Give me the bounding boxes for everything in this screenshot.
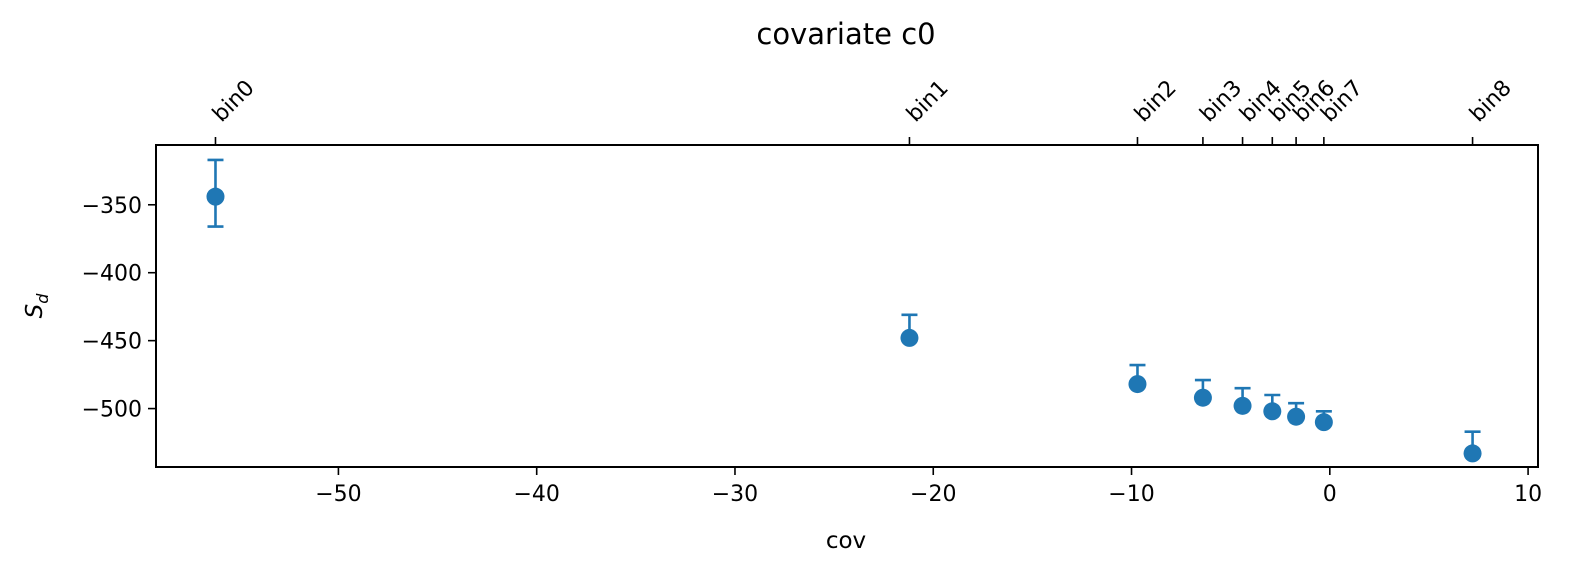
y-tick-label: −450 bbox=[82, 330, 142, 355]
data-point bbox=[1287, 407, 1306, 426]
data-point bbox=[206, 187, 225, 206]
data-point bbox=[1128, 375, 1147, 394]
data-layer bbox=[206, 158, 1482, 463]
top-tick-label: bin0 bbox=[208, 76, 260, 128]
tick-layer: −50 −40 −30 −20 −10 0 10 −350 −400 −450 −500 bin0 bi… bbox=[82, 76, 1543, 507]
x-tick-label: −30 bbox=[712, 482, 758, 507]
y-tick-label: −350 bbox=[82, 194, 142, 219]
y-axis-label-subscript: d bbox=[33, 293, 52, 304]
x-axis-label: cov bbox=[826, 528, 866, 554]
top-tick-label: bin1 bbox=[902, 76, 954, 128]
x-tick-label: −50 bbox=[315, 482, 361, 507]
top-tick-label: bin2 bbox=[1130, 76, 1182, 128]
x-tick-label: 0 bbox=[1323, 482, 1337, 507]
data-point bbox=[900, 328, 919, 347]
top-tick-label: bin8 bbox=[1465, 76, 1517, 128]
data-point bbox=[1263, 402, 1282, 421]
data-point bbox=[1193, 388, 1212, 407]
plot-frame bbox=[155, 144, 1539, 468]
x-tick-label: 10 bbox=[1514, 482, 1542, 507]
x-tick-label: −40 bbox=[513, 482, 559, 507]
y-axis-label-main: S bbox=[22, 304, 48, 319]
y-tick-label: −400 bbox=[82, 262, 142, 287]
data-point bbox=[1314, 413, 1333, 432]
y-tick-label: −500 bbox=[82, 398, 142, 423]
data-point bbox=[1463, 444, 1482, 463]
y-axis-label: Sd bbox=[22, 293, 52, 319]
data-point bbox=[1233, 396, 1252, 415]
x-tick-label: −10 bbox=[1108, 482, 1154, 507]
chart-title: covariate c0 bbox=[756, 17, 935, 51]
top-tick-label: bin3 bbox=[1195, 76, 1247, 128]
x-tick-label: −20 bbox=[910, 482, 956, 507]
